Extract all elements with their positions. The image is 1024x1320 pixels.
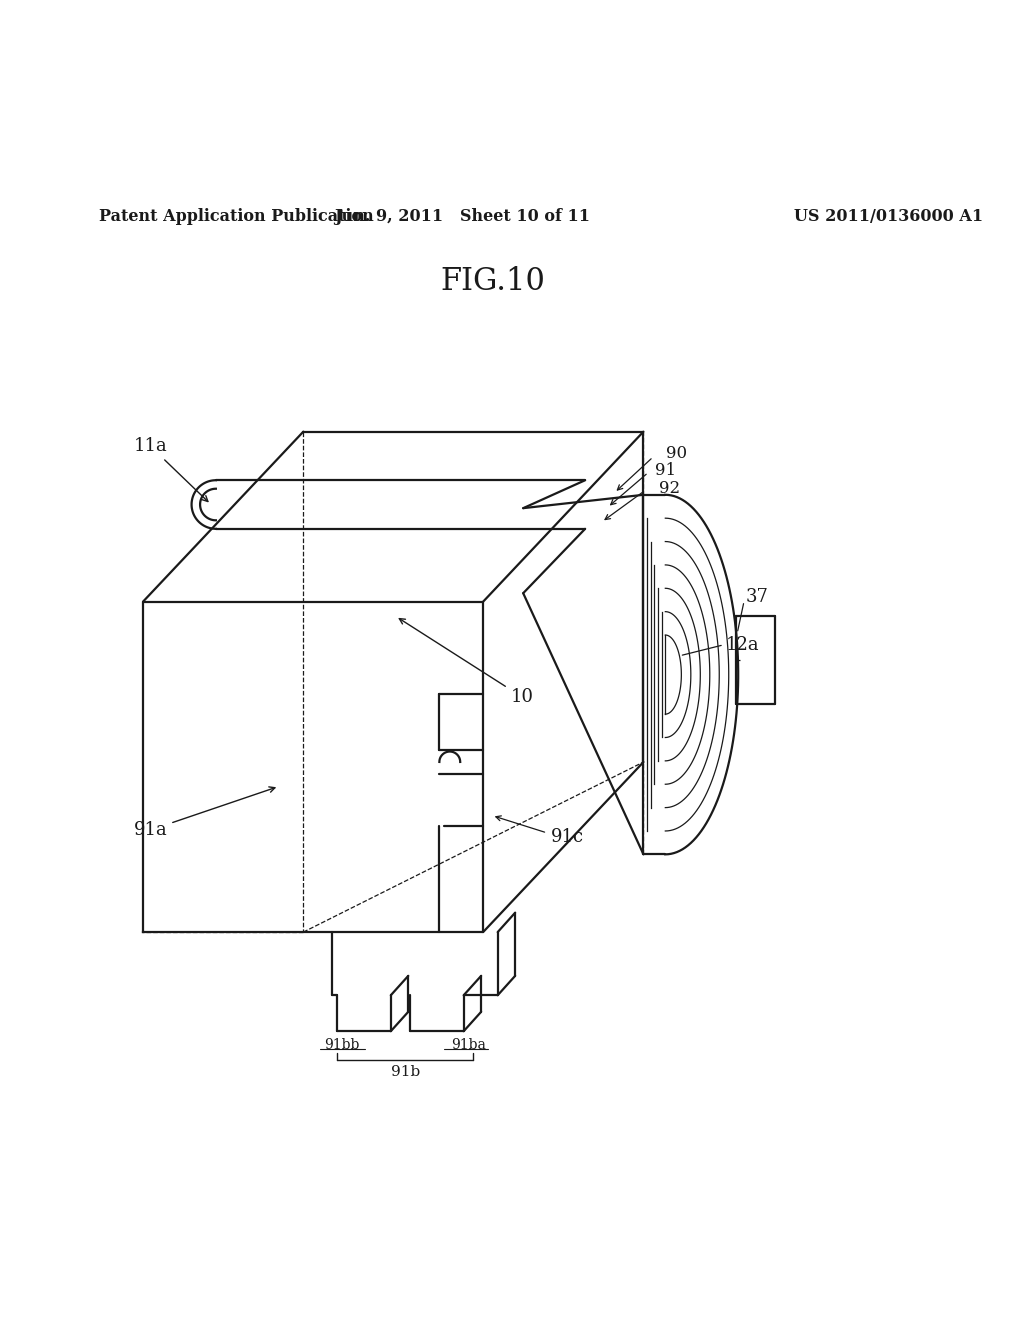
Text: 91ba: 91ba — [452, 1038, 486, 1052]
Text: FIG.10: FIG.10 — [440, 265, 545, 297]
Text: 11a: 11a — [133, 437, 208, 502]
Text: 12a: 12a — [726, 636, 760, 655]
Text: 91bb: 91bb — [325, 1038, 359, 1052]
Text: US 2011/0136000 A1: US 2011/0136000 A1 — [794, 209, 983, 226]
Text: Jun. 9, 2011   Sheet 10 of 11: Jun. 9, 2011 Sheet 10 of 11 — [334, 209, 590, 226]
Text: 10: 10 — [399, 619, 534, 706]
Text: 91b: 91b — [391, 1065, 420, 1078]
Text: 92: 92 — [659, 480, 680, 498]
Text: 90: 90 — [666, 445, 687, 462]
Text: 37: 37 — [745, 587, 768, 606]
Text: 91: 91 — [655, 462, 676, 479]
Text: 91c: 91c — [551, 828, 585, 846]
Text: Patent Application Publication: Patent Application Publication — [99, 209, 374, 226]
Text: 91a: 91a — [133, 787, 274, 840]
